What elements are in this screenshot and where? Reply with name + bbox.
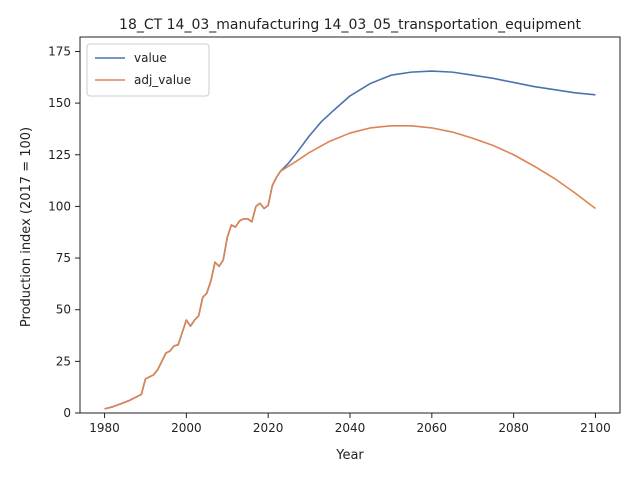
legend-label-value: value — [134, 51, 167, 65]
x-tick-label: 1980 — [89, 421, 120, 435]
series-line-adj_value — [104, 125, 596, 410]
y-tick-label: 150 — [48, 96, 71, 110]
y-tick-label: 25 — [56, 354, 71, 368]
y-tick-label: 100 — [48, 199, 71, 213]
y-tick-label: 50 — [56, 303, 71, 317]
chart-title: 18_CT 14_03_manufacturing 14_03_05_trans… — [119, 17, 581, 33]
x-tick-label: 2080 — [498, 421, 529, 435]
x-tick-label: 2060 — [417, 421, 448, 435]
x-tick-label: 2100 — [580, 421, 611, 435]
x-tick-label: 2020 — [253, 421, 284, 435]
legend-box — [86, 43, 210, 97]
x-axis: 1980 2000 2020 2040 2060 2080 2100 — [89, 413, 611, 435]
y-axis: 0 25 50 75 100 125 150 175 — [48, 44, 80, 420]
y-axis-label: Production index (2017 = 100) — [19, 127, 34, 327]
series-line-value — [104, 70, 596, 410]
x-tick-label: 2000 — [171, 421, 202, 435]
x-tick-label: 2040 — [335, 421, 366, 435]
legend-label-adj_value: adj_value — [134, 73, 191, 87]
y-tick-label: 75 — [56, 251, 71, 265]
y-tick-label: 125 — [48, 148, 71, 162]
x-axis-label: Year — [335, 448, 364, 463]
legend: value adj_value — [86, 43, 210, 97]
y-tick-label: 0 — [63, 406, 71, 420]
y-tick-label: 175 — [48, 44, 71, 58]
